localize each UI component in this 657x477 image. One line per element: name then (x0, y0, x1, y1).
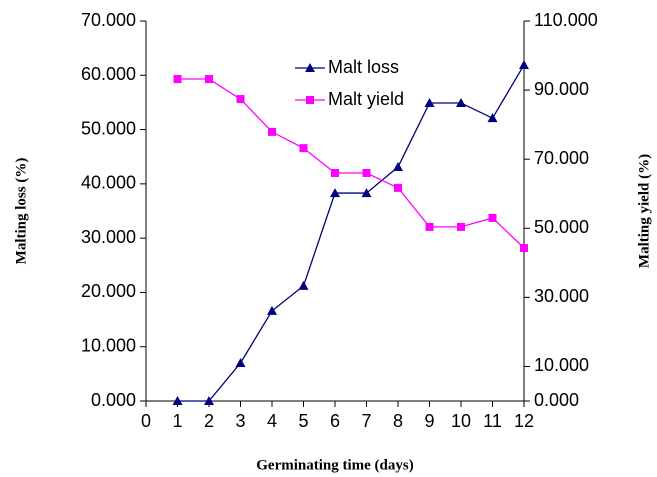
y-tick-label: 0.000 (91, 390, 136, 410)
point (204, 396, 214, 405)
point (457, 222, 465, 231)
legend-label: Malt loss (328, 57, 399, 77)
y2-axis-title: Malting yield (%) (636, 154, 652, 268)
point (488, 213, 497, 222)
y2-tick-label: 110.000 (534, 10, 598, 30)
y2-tick-label: 70.000 (534, 148, 589, 168)
legend-marker (306, 96, 314, 104)
x-tick-label: 7 (361, 411, 371, 431)
series-line (177, 78, 525, 249)
legend-marker (305, 63, 315, 72)
point (394, 183, 402, 192)
y2-tick-label: 90.000 (534, 79, 589, 99)
x-tick-label: 1 (172, 411, 182, 431)
x-tick-label: 3 (235, 411, 245, 431)
point (361, 188, 372, 198)
x-tick-label: 11 (483, 411, 502, 431)
point (425, 222, 434, 231)
point (235, 358, 246, 367)
x-tick-label: 4 (267, 411, 277, 431)
x-tick-label: 10 (451, 411, 471, 431)
point (424, 97, 435, 107)
x-tick-label: 6 (330, 411, 340, 431)
point (393, 162, 403, 172)
y2-tick-label: 0.000 (534, 390, 579, 410)
point (519, 59, 529, 69)
y-axis-title: Malting loss (%) (13, 158, 29, 265)
legend-label: Malt yield (328, 89, 404, 109)
point (456, 97, 466, 107)
y2-tick-label: 10.000 (534, 355, 589, 375)
point (487, 113, 498, 123)
y-tick-label: 40.000 (81, 173, 136, 193)
point (299, 144, 308, 153)
y-tick-label: 70.000 (81, 10, 136, 30)
point (236, 95, 245, 104)
point (205, 75, 213, 84)
point (362, 169, 371, 177)
y-tick-label: 30.000 (81, 227, 136, 247)
x-tick-label: 0 (141, 411, 151, 431)
y-tick-label: 10.000 (81, 335, 136, 355)
point (173, 75, 182, 84)
x-axis-title: Germinating time (days) (256, 457, 413, 473)
point (172, 396, 183, 405)
x-tick-label: 8 (393, 411, 403, 431)
point (330, 188, 340, 198)
y-tick-label: 60.000 (81, 64, 136, 84)
point (267, 305, 277, 315)
x-tick-label: 5 (298, 411, 308, 431)
series-line (177, 64, 525, 402)
point (298, 280, 309, 290)
y-tick-label: 20.000 (81, 281, 136, 301)
x-tick-label: 9 (424, 411, 434, 431)
y-tick-label: 50.000 (81, 118, 136, 138)
x-tick-label: 2 (204, 411, 214, 431)
y2-tick-label: 50.000 (534, 217, 589, 237)
point (331, 169, 339, 177)
point (520, 243, 528, 252)
y2-tick-label: 30.000 (534, 286, 589, 306)
point (268, 127, 276, 136)
x-tick-label: 12 (514, 411, 534, 431)
